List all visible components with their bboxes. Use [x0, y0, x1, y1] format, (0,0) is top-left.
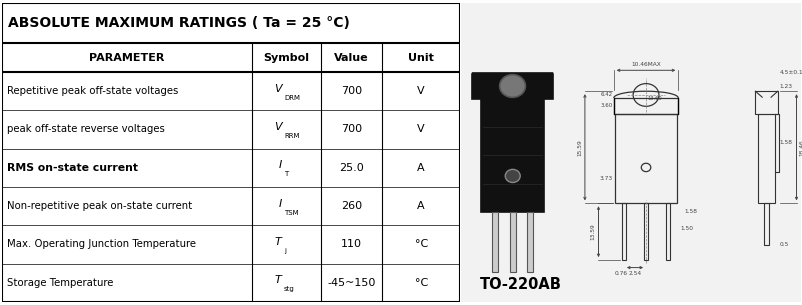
Text: 110: 110 [341, 239, 362, 249]
Text: 4.5±0.10: 4.5±0.10 [779, 70, 802, 75]
Bar [472, 73, 553, 99]
Text: Value: Value [334, 52, 368, 63]
Bar [755, 91, 777, 114]
Text: stg: stg [284, 286, 294, 292]
Text: 1.58: 1.58 [779, 140, 792, 145]
Polygon shape [464, 67, 472, 73]
Text: V: V [273, 84, 282, 94]
Bar [758, 114, 774, 203]
Text: 10.46MAX: 10.46MAX [630, 62, 660, 67]
Text: ABSOLUTE MAXIMUM RATINGS ( Ta = 25 °C): ABSOLUTE MAXIMUM RATINGS ( Ta = 25 °C) [8, 16, 350, 30]
Text: 25.0: 25.0 [338, 163, 363, 173]
Circle shape [499, 75, 525, 97]
Bar [764, 203, 768, 245]
Bar [665, 203, 670, 260]
Bar [613, 98, 678, 114]
Text: 260: 260 [340, 201, 362, 211]
Circle shape [504, 169, 520, 182]
Polygon shape [553, 67, 560, 73]
FancyBboxPatch shape [456, 0, 802, 305]
Text: RRM: RRM [284, 133, 299, 139]
Text: V: V [417, 86, 424, 96]
Text: 15.59: 15.59 [577, 139, 581, 156]
Text: Non-repetitive peak on-state current: Non-repetitive peak on-state current [7, 201, 192, 211]
Text: 13.60: 13.60 [647, 96, 662, 102]
Text: A: A [417, 201, 424, 211]
Text: °C: °C [414, 239, 427, 249]
Text: Max. Operating Junction Temperature: Max. Operating Junction Temperature [7, 239, 196, 249]
Text: T: T [284, 171, 288, 177]
Bar [509, 212, 515, 272]
Text: 0.76: 0.76 [614, 271, 627, 275]
Text: I: I [278, 160, 282, 170]
Bar [480, 99, 544, 212]
Text: RMS on-state current: RMS on-state current [7, 163, 138, 173]
Text: TO-220AB: TO-220AB [479, 277, 561, 292]
Text: 18.46: 18.46 [798, 139, 802, 156]
Text: 3.73: 3.73 [599, 176, 613, 181]
Text: V: V [273, 122, 282, 132]
Text: V: V [417, 124, 424, 134]
Bar [621, 203, 626, 260]
Text: 6.42: 6.42 [600, 92, 612, 97]
Text: 3.60: 3.60 [599, 103, 612, 108]
Text: PARAMETER: PARAMETER [89, 52, 164, 63]
Text: 1.23: 1.23 [779, 84, 792, 89]
Bar [614, 114, 677, 203]
Text: j: j [284, 248, 286, 254]
Text: Symbol: Symbol [263, 52, 309, 63]
Bar [643, 203, 647, 260]
Text: Unit: Unit [407, 52, 434, 63]
Text: 13.59: 13.59 [590, 223, 595, 240]
Text: Repetitive peak off-state voltages: Repetitive peak off-state voltages [7, 86, 178, 96]
Text: 2.54: 2.54 [628, 271, 641, 276]
Text: peak off-state reverse voltages: peak off-state reverse voltages [7, 124, 164, 134]
Text: 0.5: 0.5 [779, 242, 788, 247]
Text: -45~150: -45~150 [327, 278, 375, 288]
Text: 700: 700 [340, 124, 362, 134]
Text: 700: 700 [340, 86, 362, 96]
Bar [527, 212, 533, 272]
Text: TSM: TSM [284, 210, 298, 216]
Text: 1.58: 1.58 [683, 209, 696, 214]
Text: °C: °C [414, 278, 427, 288]
Text: I: I [278, 199, 282, 209]
Text: Storage Temperature: Storage Temperature [7, 278, 113, 288]
Text: T: T [274, 237, 282, 247]
Text: T: T [274, 275, 282, 285]
Text: 1.50: 1.50 [680, 226, 693, 231]
Text: DRM: DRM [284, 95, 299, 101]
Bar [492, 212, 497, 272]
Text: A: A [417, 163, 424, 173]
